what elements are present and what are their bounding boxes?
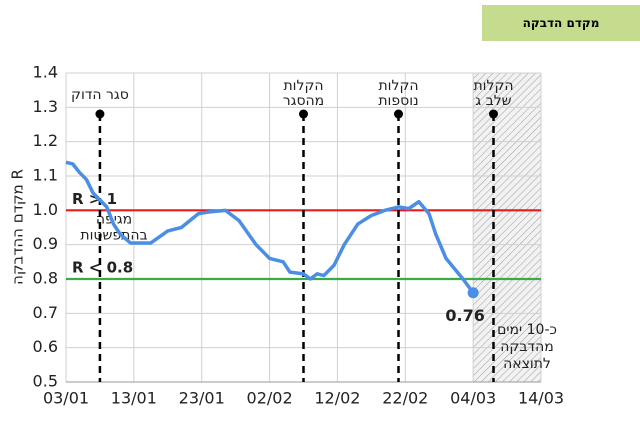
reference-note: מגיפה [96,211,132,227]
event-label: נוספות [378,93,418,109]
event-dot [95,109,105,119]
y-tick-label: 0.9 [33,234,58,253]
header-title: מקדם הדבקה [482,5,640,41]
x-tick-label: 13/01 [111,389,157,408]
event-label: סגר הדוק [71,87,129,103]
y-tick-label: 1.3 [33,97,58,116]
end-point [467,287,479,299]
y-tick-label: 1.4 [33,63,58,82]
shade-note: מהדבקה [500,339,553,355]
event-dot [489,109,498,119]
y-tick-label: 0.5 [33,372,58,391]
shade-note: כ-10 ימים [497,322,557,338]
data-line [65,160,475,294]
event-dot [394,109,403,119]
y-tick-label: 0.8 [33,269,58,288]
x-tick-label: 23/01 [179,389,225,408]
x-tick-label: 14/03 [518,389,564,408]
reference-label: R > 1 [72,190,117,208]
x-tick-label: 02/02 [247,389,293,408]
y-tick-label: 0.6 [33,337,58,356]
y-tick-label: 1.0 [33,200,58,219]
x-tick-label: 03/01 [43,389,89,408]
event-label: הקלות [473,78,513,94]
y-tick-label: 0.7 [33,303,58,322]
event-label: הקלות [283,78,323,94]
event-label: שלב ג [475,93,511,109]
event-dot [299,109,308,119]
event-label: מהסגר [283,93,324,109]
shaded-region [473,73,541,382]
y-axis-label: R מקדם ההדבקה [9,169,27,285]
shade-note: לתוצאה [503,356,551,372]
end-point-label: 0.76 [445,306,484,325]
x-tick-label: 12/02 [314,389,360,408]
event-label: הקלות [378,78,418,94]
x-tick-label: 04/03 [450,389,496,408]
y-tick-label: 1.1 [33,166,58,185]
reference-note: בהתפשטות [80,227,147,243]
y-tick-label: 1.2 [33,131,58,150]
x-tick-label: 22/02 [382,389,428,408]
reference-label: R < 0.8 [72,259,133,277]
